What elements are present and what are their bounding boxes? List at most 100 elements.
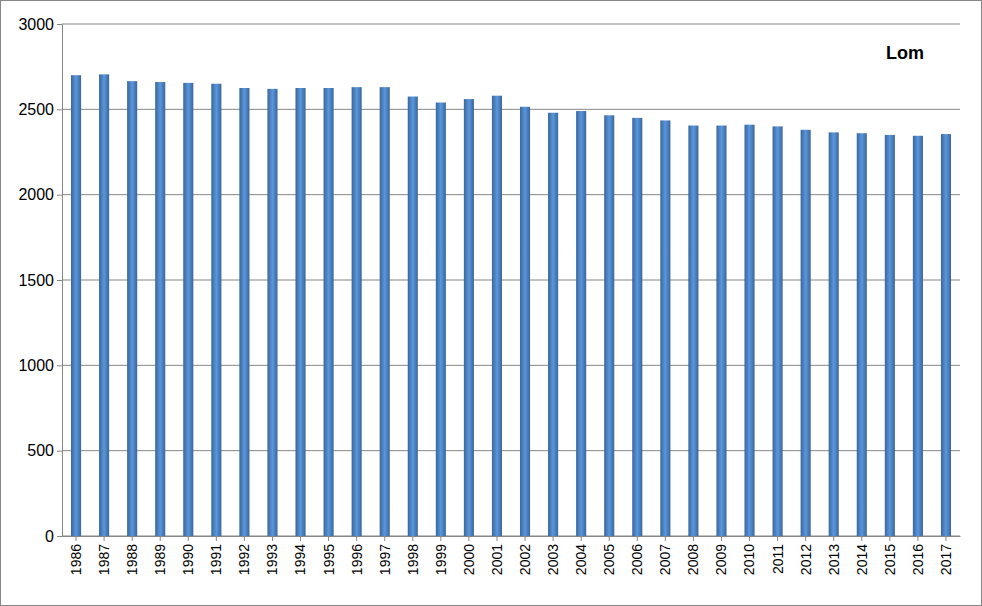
x-tick-label: 1999 [433, 544, 449, 575]
x-tick-mark [188, 536, 189, 541]
x-tick: 1998 [405, 536, 421, 575]
x-tick: 1987 [96, 536, 112, 575]
x-tick-mark [300, 536, 301, 541]
bar [744, 125, 754, 536]
x-tick-label: 1989 [152, 544, 168, 575]
x-tick: 1991 [208, 536, 224, 575]
bar [211, 84, 221, 536]
y-tick-label: 1000 [18, 357, 54, 374]
bar [239, 88, 249, 536]
x-tick-label: 2015 [882, 544, 898, 575]
x-tick-mark [76, 536, 77, 541]
grid-line [62, 536, 960, 537]
x-tick-label: 1997 [377, 544, 393, 575]
x-tick-label: 2010 [741, 544, 757, 575]
bar [436, 103, 446, 536]
y-tick: 2000 [18, 186, 62, 203]
x-tick-mark [525, 536, 526, 541]
x-tick: 1990 [180, 536, 196, 575]
x-tick: 2008 [685, 536, 701, 575]
bar [464, 99, 474, 536]
x-tick-label: 1986 [68, 544, 84, 575]
x-tick: 2004 [573, 536, 589, 575]
y-tick: 1000 [18, 357, 62, 374]
x-tick-mark [244, 536, 245, 541]
bar [688, 126, 698, 536]
x-tick-mark [917, 536, 918, 541]
y-tick-mark [57, 451, 62, 452]
x-tick-label: 2002 [517, 544, 533, 575]
bar [660, 120, 670, 536]
x-tick-mark [468, 536, 469, 541]
x-tick-mark [412, 536, 413, 541]
y-tick-mark [57, 24, 62, 25]
x-tick-label: 1994 [292, 544, 308, 575]
bar [99, 74, 109, 536]
y-tick-label: 500 [27, 442, 54, 459]
y-tick-label: 2500 [18, 101, 54, 118]
x-tick-label: 2000 [461, 544, 477, 575]
x-tick-mark [637, 536, 638, 541]
x-tick-label: 1987 [96, 544, 112, 575]
grid-line [62, 450, 960, 451]
bar [773, 126, 783, 536]
x-tick: 2009 [713, 536, 729, 575]
x-tick: 2000 [461, 536, 477, 575]
x-tick: 1999 [433, 536, 449, 575]
x-tick-label: 2003 [545, 544, 561, 575]
grid-line [62, 365, 960, 366]
x-tick-label: 1991 [208, 544, 224, 575]
y-tick-label: 0 [45, 528, 54, 545]
x-tick: 2005 [601, 536, 617, 575]
x-tick-mark [384, 536, 385, 541]
x-tick: 2001 [489, 536, 505, 575]
bar [520, 107, 530, 536]
x-tick-label: 2006 [629, 544, 645, 575]
x-tick-label: 2005 [601, 544, 617, 575]
bar [913, 136, 923, 536]
x-tick: 1988 [124, 536, 140, 575]
x-tick-label: 2009 [713, 544, 729, 575]
x-tick-label: 2017 [938, 544, 954, 575]
x-tick: 2006 [629, 536, 645, 575]
y-tick-mark [57, 280, 62, 281]
x-tick-mark [945, 536, 946, 541]
x-tick-label: 2007 [657, 544, 673, 575]
x-tick-mark [721, 536, 722, 541]
y-tick-label: 1500 [18, 272, 54, 289]
bar [183, 83, 193, 536]
grid-line [62, 280, 960, 281]
bar [941, 134, 951, 536]
y-tick-mark [57, 109, 62, 110]
chart-border [1, 1, 982, 606]
chart: 0 500 1000 1500 2000 2500 3000 1986 1987 1988 1989… [0, 0, 982, 606]
bar [380, 87, 390, 536]
y-tick: 3000 [18, 16, 62, 33]
x-tick-label: 2011 [769, 544, 785, 574]
bar [324, 88, 334, 536]
bar [885, 135, 895, 536]
x-tick-label: 1990 [180, 544, 196, 575]
bar [295, 88, 305, 536]
x-tick-mark [272, 536, 273, 541]
x-tick: 2015 [882, 536, 898, 575]
y-tick: 0 [45, 528, 62, 545]
x-tick-mark [889, 536, 890, 541]
bar [632, 118, 642, 536]
x-tick-mark [581, 536, 582, 541]
bars [71, 74, 951, 536]
y-tick-mark [57, 195, 62, 196]
bar [716, 126, 726, 536]
x-tick-label: 1995 [320, 544, 336, 575]
x-tick: 2007 [657, 536, 673, 575]
y-tick: 2500 [18, 101, 62, 118]
x-tick-mark [496, 536, 497, 541]
x-tick: 2011 [769, 536, 785, 574]
x-tick: 1994 [292, 536, 308, 575]
x-axis: 1986198719881989199019911992199319941995… [63, 536, 961, 575]
y-axis: 0 500 1000 1500 2000 2500 3000 [18, 16, 62, 545]
x-tick: 1997 [377, 536, 393, 575]
bar [71, 75, 81, 536]
bar [829, 132, 839, 536]
x-tick-mark [833, 536, 834, 541]
